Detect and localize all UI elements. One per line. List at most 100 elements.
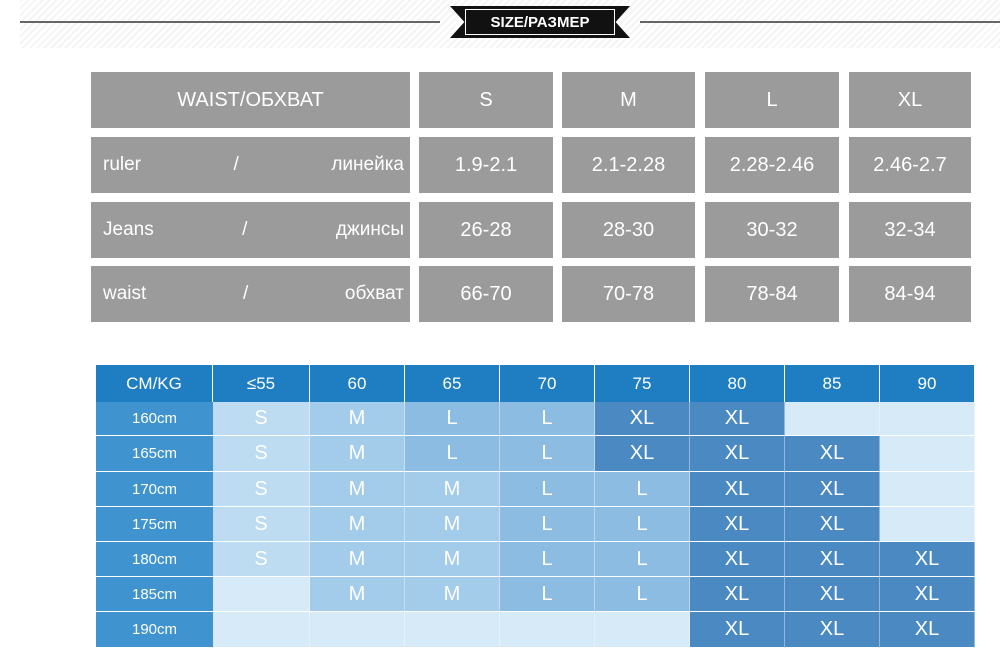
- size-cell: [213, 577, 310, 612]
- size-cell: L: [595, 472, 690, 507]
- size-cell: L: [500, 542, 595, 577]
- size-cell: [880, 402, 975, 436]
- size-cell: [595, 612, 690, 648]
- size-cell: M: [405, 542, 500, 577]
- size-cell: L: [595, 507, 690, 542]
- size-cell: [310, 612, 405, 648]
- size-row-label: 180cm: [96, 542, 213, 577]
- size-cell: M: [405, 507, 500, 542]
- size-cell: S: [213, 507, 310, 542]
- size-cell: M: [405, 577, 500, 612]
- label-part: /: [242, 283, 249, 304]
- size-cell: XL: [785, 507, 880, 542]
- waist-cell: 26-28: [419, 202, 553, 258]
- size-cell: [213, 612, 310, 648]
- rule-left: [20, 21, 440, 23]
- size-cell: XL: [690, 472, 785, 507]
- size-cell: XL: [785, 436, 880, 472]
- waist-cell: 70-78: [562, 266, 695, 322]
- label-part: Jeans: [103, 219, 154, 240]
- size-cell: S: [213, 472, 310, 507]
- waist-cell: 2.28-2.46: [705, 137, 839, 193]
- size-header-cell: 90: [880, 365, 975, 402]
- size-cell: XL: [785, 472, 880, 507]
- size-cell: XL: [690, 577, 785, 612]
- size-header-cell: CM/KG: [96, 365, 213, 402]
- size-cell: M: [310, 577, 405, 612]
- size-cell: XL: [690, 507, 785, 542]
- waist-cell: 28-30: [562, 202, 695, 258]
- label-part: waist: [103, 283, 147, 304]
- size-row-label: 185cm: [96, 577, 213, 612]
- size-cell: S: [213, 436, 310, 472]
- size-cell: XL: [880, 612, 975, 648]
- size-cell: L: [500, 472, 595, 507]
- waist-row-label: Jeans / джинсы: [91, 202, 410, 258]
- waist-cell: 30-32: [705, 202, 839, 258]
- size-cell: M: [310, 402, 405, 436]
- size-row-label: 160cm: [96, 402, 213, 436]
- size-header-cell: ≤55: [213, 365, 310, 402]
- size-cell: L: [595, 577, 690, 612]
- size-cell: M: [310, 472, 405, 507]
- waist-cell: 32-34: [849, 202, 971, 258]
- size-row-label: 165cm: [96, 436, 213, 472]
- size-cell: XL: [785, 542, 880, 577]
- size-cell: S: [213, 402, 310, 436]
- waist-header-cell: WAIST/ОБХВАТ: [91, 72, 410, 128]
- waist-cell: 84-94: [849, 266, 971, 322]
- size-cell: M: [405, 472, 500, 507]
- size-cell: XL: [880, 542, 975, 577]
- label-part: ruler: [103, 154, 142, 175]
- size-cell: L: [500, 402, 595, 436]
- size-cell: XL: [690, 436, 785, 472]
- waist-cell: 78-84: [705, 266, 839, 322]
- size-cell: XL: [690, 612, 785, 648]
- size-cell: L: [500, 577, 595, 612]
- size-cell: [785, 402, 880, 436]
- size-cell: XL: [595, 402, 690, 436]
- size-cell: [405, 612, 500, 648]
- waist-header-cell: L: [705, 72, 839, 128]
- waist-row-label: ruler / линейка: [91, 137, 410, 193]
- size-header-cell: 80: [690, 365, 785, 402]
- size-header-cell: 85: [785, 365, 880, 402]
- size-cell: XL: [595, 436, 690, 472]
- label-part: джинсы: [335, 219, 404, 240]
- size-header-cell: 65: [405, 365, 500, 402]
- size-cell: XL: [690, 542, 785, 577]
- size-cell: M: [310, 507, 405, 542]
- label-part: обхват: [344, 283, 404, 304]
- waist-header-cell: S: [419, 72, 553, 128]
- size-cell: XL: [785, 577, 880, 612]
- waist-header-cell: XL: [849, 72, 971, 128]
- waist-cell: 66-70: [419, 266, 553, 322]
- size-cell: [880, 472, 975, 507]
- waist-header-cell: M: [562, 72, 695, 128]
- size-header-cell: 60: [310, 365, 405, 402]
- size-cell: [500, 612, 595, 648]
- size-cell: L: [405, 402, 500, 436]
- size-header-cell: 75: [595, 365, 690, 402]
- label-part: /: [242, 219, 248, 240]
- size-cell: L: [500, 507, 595, 542]
- label-part: линейка: [331, 154, 404, 175]
- size-cell: XL: [880, 577, 975, 612]
- waist-row-label: waist / обхват: [91, 266, 410, 322]
- size-row-label: 190cm: [96, 612, 213, 648]
- waist-cell: 1.9-2.1: [419, 137, 553, 193]
- size-row-label: 170cm: [96, 472, 213, 507]
- size-cell: L: [500, 436, 595, 472]
- size-cell: XL: [785, 612, 880, 648]
- size-cell: [880, 436, 975, 472]
- size-cell: L: [595, 542, 690, 577]
- waist-cell: 2.1-2.28: [562, 137, 695, 193]
- size-cell: [880, 507, 975, 542]
- size-cell: S: [213, 542, 310, 577]
- size-cell: M: [310, 542, 405, 577]
- waist-cell: 2.46-2.7: [849, 137, 971, 193]
- size-cell: XL: [690, 402, 785, 436]
- size-header-cell: 70: [500, 365, 595, 402]
- size-cell: L: [405, 436, 500, 472]
